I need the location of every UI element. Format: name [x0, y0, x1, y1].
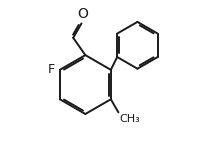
Text: CH₃: CH₃: [119, 114, 140, 124]
Text: O: O: [77, 7, 88, 21]
Text: F: F: [48, 63, 55, 76]
